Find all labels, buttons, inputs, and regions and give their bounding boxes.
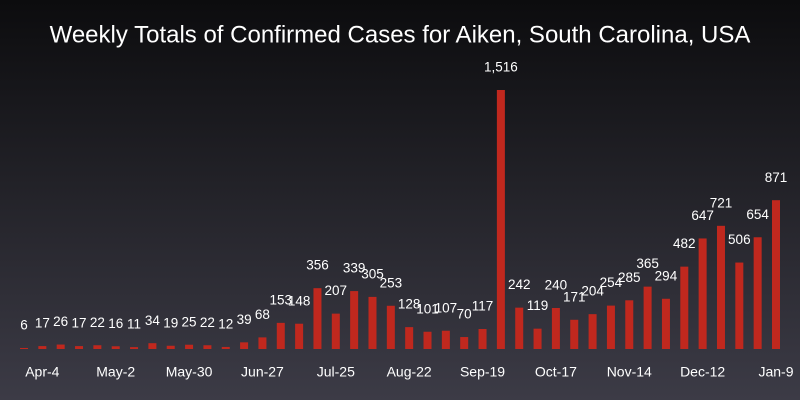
bar [643,286,652,349]
value-label: 204 [581,284,604,299]
bar [221,346,230,349]
value-label: 25 [182,314,197,329]
bar [93,345,102,349]
chart-title: Weekly Totals of Confirmed Cases for Aik… [50,21,751,48]
bar [185,344,194,349]
x-tick-label: Jun-27 [241,364,284,380]
value-label: 19 [163,315,178,330]
x-tick-label: Dec-12 [680,364,725,380]
value-label: 22 [90,315,105,330]
value-label: 506 [728,232,751,247]
bar [570,319,579,349]
value-label: 721 [710,195,733,210]
bar [130,347,139,349]
bar [368,296,377,349]
value-label: 285 [618,270,641,285]
bar [716,225,725,349]
value-label: 153 [270,292,293,307]
value-label: 365 [636,256,659,271]
value-label: 6 [20,318,28,333]
value-label: 34 [145,313,161,328]
bar [38,346,47,349]
value-label: 119 [527,298,549,313]
value-label: 171 [563,289,586,304]
bar [606,305,615,349]
value-label: 11 [127,317,141,332]
bar [680,266,689,349]
value-label: 70 [457,307,472,322]
bar [405,327,414,349]
value-label: 871 [765,170,788,185]
bar [735,262,744,349]
value-label: 107 [435,300,458,315]
bar [661,298,670,349]
value-label: 240 [545,278,568,293]
x-tick-label: Jul-25 [317,364,355,380]
bar [441,330,450,349]
bar [295,323,304,349]
bar [313,288,322,349]
value-label: 242 [508,277,531,292]
bar [698,238,707,349]
value-label: 22 [200,315,215,330]
bar [625,300,634,349]
value-label: 254 [600,275,623,290]
bar [350,291,359,349]
bar [240,342,249,349]
bar [276,322,285,349]
bar [478,329,487,349]
value-label: 647 [691,208,714,223]
bar [331,313,340,349]
value-label: 68 [255,307,270,322]
x-tick-label: Aug-22 [387,364,432,380]
value-label: 148 [288,293,311,308]
value-label: 654 [746,207,769,222]
x-tick-label: Sep-19 [460,364,505,380]
value-label: 294 [655,268,678,283]
bar [460,337,469,349]
value-label: 17 [35,316,50,331]
bar [772,200,780,349]
x-tick-label: May-2 [96,364,135,380]
bar [533,328,542,349]
value-label: 128 [398,297,421,312]
x-tick-label: Nov-14 [607,364,652,380]
value-label: 339 [343,261,366,276]
value-label: 305 [361,266,384,281]
value-label: 101 [416,301,439,316]
bar [423,331,432,349]
value-label: 16 [108,316,123,331]
bar [148,343,157,349]
bar [386,305,395,349]
value-label: 17 [72,316,87,331]
x-tick-label: Oct-17 [535,364,577,380]
value-label: 482 [673,236,696,251]
x-tick-label: Apr-4 [25,364,59,380]
value-label: 356 [306,258,329,273]
bar [551,307,560,349]
bar [753,237,762,349]
value-label: 39 [237,312,252,327]
value-label: 207 [325,283,348,298]
bar [258,337,267,349]
bar [166,345,175,349]
bar [496,90,505,349]
bar [20,347,28,349]
bar [56,344,65,349]
value-label: 1,516 [484,60,518,75]
bar [203,345,212,349]
x-tick-label: Jan-9 [758,364,793,380]
bar [111,346,120,349]
bar [75,346,84,349]
bar [588,314,597,349]
x-tick-label: May-30 [166,364,213,380]
value-label: 26 [53,314,68,329]
value-label: 12 [218,317,233,332]
bar [515,307,524,349]
value-label: 117 [472,299,494,314]
value-label: 253 [380,275,403,290]
